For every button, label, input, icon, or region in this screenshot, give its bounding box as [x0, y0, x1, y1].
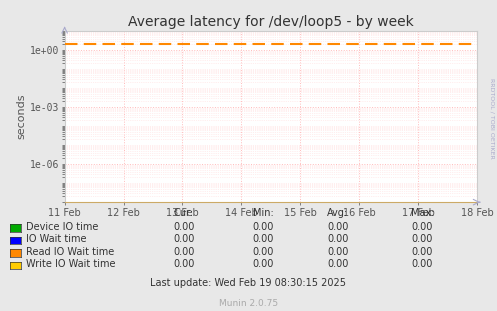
- Text: 0.00: 0.00: [173, 259, 195, 269]
- Y-axis label: seconds: seconds: [17, 94, 27, 139]
- Text: 0.00: 0.00: [327, 222, 349, 232]
- Text: 0.00: 0.00: [252, 259, 274, 269]
- Text: Min:: Min:: [253, 208, 274, 218]
- Text: 0.00: 0.00: [412, 247, 433, 257]
- Text: 0.00: 0.00: [252, 247, 274, 257]
- Text: 0.00: 0.00: [173, 247, 195, 257]
- Text: 0.00: 0.00: [327, 234, 349, 244]
- Text: Max:: Max:: [411, 208, 434, 218]
- Text: Device IO time: Device IO time: [26, 222, 98, 232]
- Text: IO Wait time: IO Wait time: [26, 234, 86, 244]
- Text: Avg:: Avg:: [328, 208, 348, 218]
- Text: 0.00: 0.00: [252, 234, 274, 244]
- Text: Read IO Wait time: Read IO Wait time: [26, 247, 114, 257]
- Text: Munin 2.0.75: Munin 2.0.75: [219, 299, 278, 308]
- Text: 0.00: 0.00: [173, 222, 195, 232]
- Text: 0.00: 0.00: [327, 247, 349, 257]
- Text: Cur:: Cur:: [174, 208, 194, 218]
- Text: 0.00: 0.00: [412, 259, 433, 269]
- Text: 0.00: 0.00: [412, 234, 433, 244]
- Text: 0.00: 0.00: [252, 222, 274, 232]
- Text: Write IO Wait time: Write IO Wait time: [26, 259, 115, 269]
- Text: Last update: Wed Feb 19 08:30:15 2025: Last update: Wed Feb 19 08:30:15 2025: [151, 278, 346, 288]
- Text: RRDTOOL / TOBI OETIKER: RRDTOOL / TOBI OETIKER: [490, 78, 495, 159]
- Text: 0.00: 0.00: [173, 234, 195, 244]
- Text: 0.00: 0.00: [327, 259, 349, 269]
- Title: Average latency for /dev/loop5 - by week: Average latency for /dev/loop5 - by week: [128, 15, 414, 29]
- Text: 0.00: 0.00: [412, 222, 433, 232]
